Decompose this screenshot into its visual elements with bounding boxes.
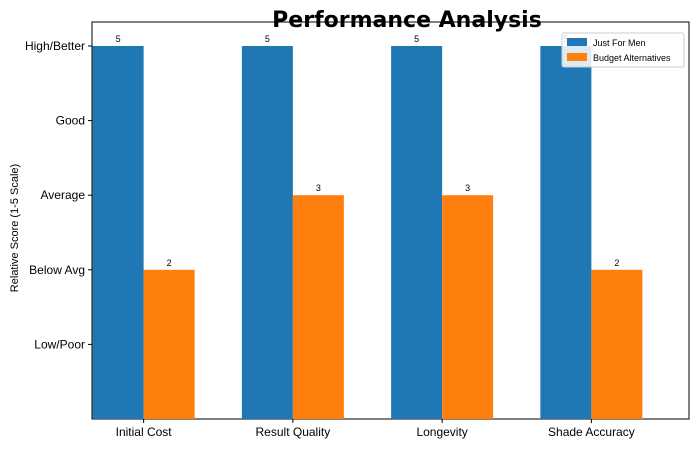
data-label: 5 (414, 34, 419, 44)
bar-just-for-men (540, 46, 592, 419)
bar-budget-alternatives (143, 269, 195, 419)
x-tick-label: Initial Cost (116, 425, 173, 439)
legend-label: Budget Alternatives (593, 53, 671, 63)
data-label: 3 (316, 183, 321, 193)
chart-title: Performance Analysis (272, 8, 542, 33)
bar-budget-alternatives (442, 195, 494, 419)
x-axis: Initial Cost Result Quality Longevity Shade… (116, 419, 635, 439)
legend-box (561, 32, 685, 68)
data-label: 2 (614, 258, 619, 268)
data-label: 5 (116, 34, 121, 44)
bar-budget-alternatives (292, 195, 344, 419)
data-label: 2 (167, 258, 172, 268)
y-tick-label: Below Avg (29, 263, 85, 277)
bar-budget-alternatives (591, 269, 643, 419)
legend-label: Just For Men (593, 38, 646, 48)
plot-frame (91, 21, 690, 420)
x-tick-label: Shade Accuracy (548, 425, 635, 439)
bar-just-for-men (92, 46, 144, 419)
legend: Just For Men Budget Alternatives (561, 32, 685, 68)
data-label: 3 (465, 183, 470, 193)
bar-just-for-men (241, 46, 293, 419)
legend-swatch (567, 38, 587, 46)
bar-just-for-men (391, 46, 443, 419)
x-tick-label: Result Quality (256, 425, 331, 439)
x-tick-label: Longevity (416, 425, 467, 439)
y-tick-label: Average (41, 188, 86, 202)
y-tick-label: Good (56, 114, 85, 128)
y-tick-label: High/Better (25, 39, 85, 53)
y-axis-label: Relative Score (1-5 Scale) (9, 164, 21, 292)
legend-swatch (567, 53, 587, 61)
bars-group (92, 46, 643, 419)
y-tick-label: Low/Poor (34, 337, 85, 351)
y-axis: Low/Poor Below Avg Average Good High/Better (25, 39, 92, 351)
data-label: 5 (265, 34, 270, 44)
